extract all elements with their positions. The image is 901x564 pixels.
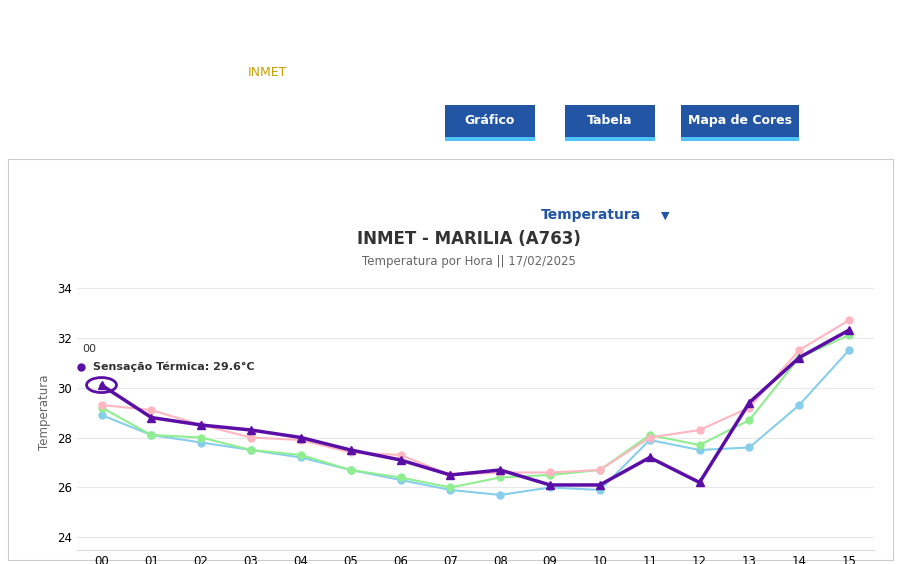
Bar: [681, 136, 799, 140]
Text: Tabela: Tabela: [587, 114, 633, 127]
Bar: [445, 104, 535, 140]
Text: Temperatura por Hora || 17/02/2025: Temperatura por Hora || 17/02/2025: [361, 254, 576, 267]
Text: Mapa de Cores: Mapa de Cores: [688, 114, 792, 127]
Text: INMET: INMET: [248, 66, 287, 79]
Text: [A763] MARILIA - SP: [A763] MARILIA - SP: [12, 17, 265, 37]
Text: Gráfico: Gráfico: [465, 114, 515, 127]
Text: INMET - MARILIA (A763): INMET - MARILIA (A763): [357, 230, 580, 248]
Bar: [681, 104, 799, 140]
Y-axis label: Temperatura: Temperatura: [38, 375, 51, 450]
Text: ▼: ▼: [661, 210, 669, 221]
Bar: [565, 104, 655, 140]
Text: Temperatura: Temperatura: [541, 209, 641, 222]
Text: Sensação Térmica: 29.6°C: Sensação Térmica: 29.6°C: [93, 362, 255, 372]
Text: Entidade: Entidade: [177, 66, 240, 79]
Bar: [565, 136, 655, 140]
Bar: [445, 136, 535, 140]
Text: 00: 00: [83, 344, 96, 354]
